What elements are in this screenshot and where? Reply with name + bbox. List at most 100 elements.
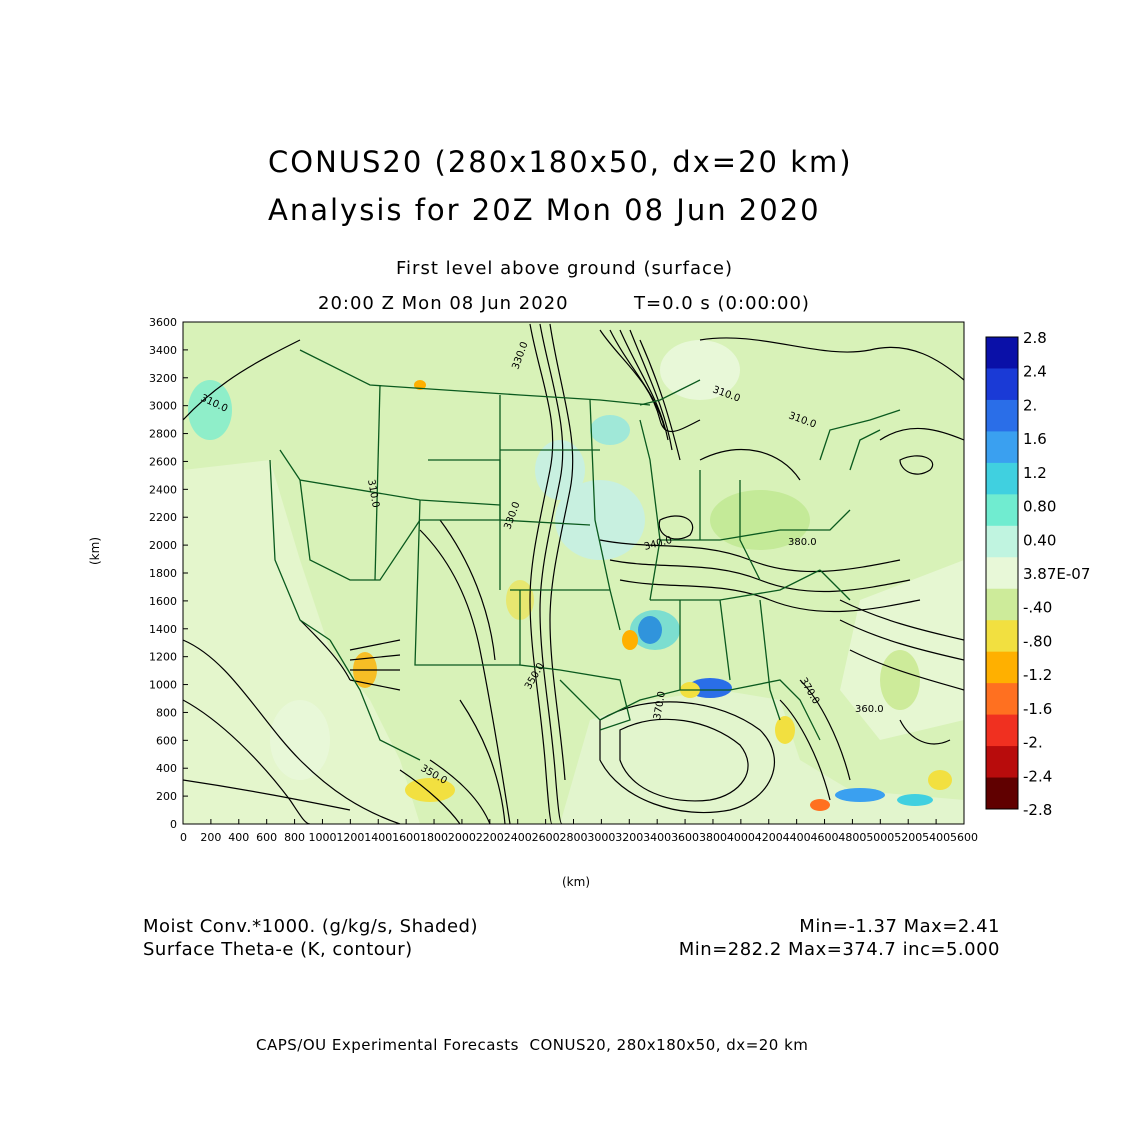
y-tick-label: 2800 — [149, 428, 177, 441]
x-tick-label: 2600 — [532, 831, 560, 844]
colorbar-label: -1.6 — [1023, 700, 1052, 718]
valid-time-label: 20:00 Z Mon 08 Jun 2020 — [318, 293, 569, 314]
y-axis-label: (km) — [88, 536, 102, 565]
x-tick-label: 4400 — [783, 831, 811, 844]
colorbar-label: 1.6 — [1023, 430, 1047, 448]
colorbar-swatch — [986, 368, 1018, 401]
shaded-field — [183, 322, 964, 824]
contour-label: 360.0 — [855, 704, 884, 715]
colorbar-swatch — [986, 777, 1018, 810]
field2-label: Surface Theta-e (K, contour) — [143, 939, 413, 960]
x-tick-label: 2400 — [504, 831, 532, 844]
contour-label: 380.0 — [788, 537, 817, 548]
colorbar-label: 2. — [1023, 396, 1037, 414]
y-tick-label: 200 — [156, 790, 177, 803]
y-tick-label: 800 — [156, 706, 177, 719]
colorbar-label: -2.8 — [1023, 801, 1052, 819]
contour-label: 310.0 — [365, 479, 381, 509]
colorbar-label: -2.4 — [1023, 767, 1052, 785]
colorbar: 2.8 2.4 2. 1.6 1.2 0.80 0.40 3.87E-07 -.40 -.80 -1… — [985, 329, 1090, 819]
colorbar-frame — [985, 336, 1019, 810]
x-axis: 0 200 400 600 800 1000 1200 1400 1600 1800 2000 220… — [180, 819, 978, 844]
x-tick-label: 4200 — [755, 831, 783, 844]
x-tick-label: 3000 — [587, 831, 615, 844]
colorbar-swatch — [986, 431, 1018, 464]
field1-stats: Min=-1.37 Max=2.41 — [799, 916, 1000, 937]
x-tick-label: 4600 — [811, 831, 839, 844]
level-label: First level above ground (surface) — [396, 258, 734, 279]
y-tick-label: 1200 — [149, 651, 177, 664]
footer-credit: CAPS/OU Experimental Forecasts CONUS20, … — [256, 1036, 809, 1054]
y-tick-label: 1800 — [149, 567, 177, 580]
colorbar-swatch — [986, 557, 1018, 590]
y-axis: 0 200 400 600 800 1000 1200 1400 1600 1800 2000 220… — [149, 316, 188, 831]
x-axis-label: (km) — [562, 875, 591, 889]
y-tick-label: 3200 — [149, 372, 177, 385]
title-line-2: Analysis for 20Z Mon 08 Jun 2020 — [268, 193, 821, 227]
colorbar-label: 3.87E-07 — [1023, 565, 1090, 583]
theta-e-contours — [183, 323, 964, 824]
y-tick-label: 3000 — [149, 400, 177, 413]
x-tick-label: 600 — [256, 831, 277, 844]
colorbar-swatch — [986, 462, 1018, 495]
field2-stats: Min=282.2 Max=374.7 inc=5.000 — [678, 939, 1000, 960]
x-tick-label: 4800 — [838, 831, 866, 844]
x-tick-label: 2800 — [560, 831, 588, 844]
colorbar-label: -.40 — [1023, 599, 1052, 617]
x-tick-label: 200 — [200, 831, 221, 844]
colorbar-swatch — [986, 620, 1018, 653]
x-tick-label: 1200 — [336, 831, 364, 844]
x-tick-label: 1000 — [308, 831, 336, 844]
x-tick-label: 1400 — [364, 831, 392, 844]
colorbar-label: -2. — [1023, 734, 1043, 752]
colorbar-label: 2.4 — [1023, 363, 1047, 381]
x-tick-label: 5600 — [950, 831, 978, 844]
forecast-time-label: T=0.0 s (0:00:00) — [634, 293, 810, 314]
y-tick-label: 0 — [170, 818, 177, 831]
colorbar-label: -1.2 — [1023, 666, 1052, 684]
colorbar-label: 0.40 — [1023, 531, 1056, 549]
x-tick-label: 3400 — [643, 831, 671, 844]
y-tick-label: 2400 — [149, 483, 177, 496]
colorbar-swatch — [986, 399, 1018, 432]
y-tick-label: 3400 — [149, 344, 177, 357]
x-tick-label: 5400 — [922, 831, 950, 844]
x-tick-label: 3200 — [615, 831, 643, 844]
x-tick-label: 3600 — [671, 831, 699, 844]
y-tick-label: 1400 — [149, 623, 177, 636]
x-tick-label: 2000 — [448, 831, 476, 844]
colorbar-swatch — [986, 525, 1018, 558]
colorbar-swatch — [986, 651, 1018, 684]
colorbar-swatch — [986, 494, 1018, 527]
colorbar-swatch — [986, 588, 1018, 621]
y-tick-label: 2600 — [149, 455, 177, 468]
state-boundaries — [269, 349, 901, 761]
colorbar-label: -.80 — [1023, 632, 1052, 650]
x-tick-label: 800 — [284, 831, 305, 844]
y-tick-label: 1600 — [149, 595, 177, 608]
x-tick-label: 1600 — [392, 831, 420, 844]
y-tick-label: 3600 — [149, 316, 177, 329]
colorbar-swatch — [986, 683, 1018, 716]
title-line-1: CONUS20 (280x180x50, dx=20 km) — [268, 145, 853, 179]
colorbar-label: 0.80 — [1023, 498, 1056, 516]
x-tick-label: 0 — [180, 831, 187, 844]
x-tick-label: 5200 — [894, 831, 922, 844]
colorbar-label: 2.8 — [1023, 329, 1047, 347]
y-tick-label: 600 — [156, 734, 177, 747]
x-tick-label: 1800 — [420, 831, 448, 844]
x-tick-label: 5000 — [866, 831, 894, 844]
y-tick-label: 1000 — [149, 679, 177, 692]
x-tick-label: 400 — [228, 831, 249, 844]
x-tick-label: 4000 — [727, 831, 755, 844]
colorbar-swatch — [986, 746, 1018, 779]
y-tick-label: 2000 — [149, 539, 177, 552]
x-tick-label: 2200 — [476, 831, 504, 844]
x-tick-label: 3800 — [699, 831, 727, 844]
field1-label: Moist Conv.*1000. (g/kg/s, Shaded) — [143, 916, 478, 937]
colorbar-swatch — [986, 337, 1018, 369]
colorbar-label: 1.2 — [1023, 464, 1047, 482]
y-tick-label: 2200 — [149, 511, 177, 524]
y-tick-label: 400 — [156, 762, 177, 775]
